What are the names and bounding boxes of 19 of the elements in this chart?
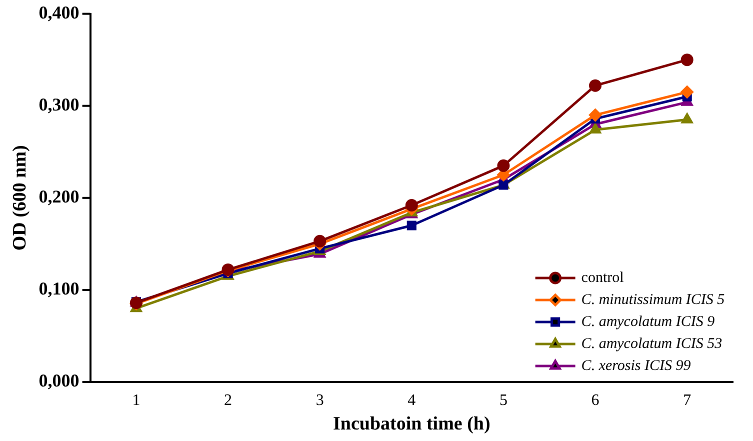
- legend-label: control: [581, 270, 624, 286]
- x-axis-title: Incubatoin time (h): [333, 414, 490, 435]
- legend-label: C. xerosis ICIS 99: [581, 358, 692, 374]
- legend-label: C. amycolatum ICIS 53: [581, 336, 722, 352]
- y-tick-label: 0,200: [38, 186, 80, 207]
- y-axis-title: OD (600 nm): [9, 145, 30, 251]
- x-tick-label: 3: [316, 392, 324, 409]
- x-tick-label: 7: [683, 392, 692, 409]
- x-tick-label: 2: [224, 392, 232, 409]
- legend-label: C. minutissimum ICIS 5: [581, 292, 726, 308]
- x-tick-label: 4: [408, 392, 416, 409]
- y-tick-label: 0,300: [38, 94, 80, 115]
- y-tick-label: 0,000: [38, 370, 80, 391]
- y-tick-label: 0,400: [38, 2, 80, 22]
- x-tick-label: 1: [132, 392, 140, 409]
- x-tick-label: 6: [591, 392, 600, 409]
- y-tick-label: 0,100: [38, 278, 80, 299]
- legend-label: C. amycolatum ICIS 9: [581, 314, 716, 330]
- x-tick-label: 5: [499, 392, 508, 409]
